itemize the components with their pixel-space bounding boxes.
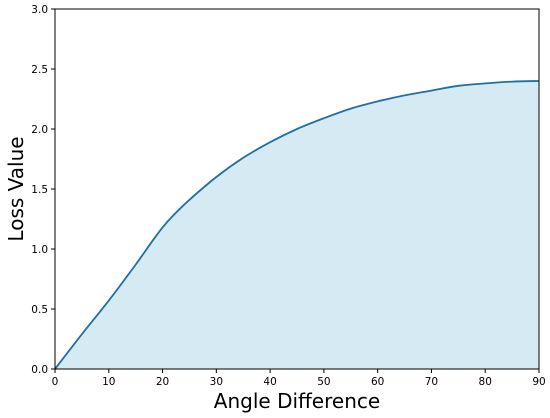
y-tick-label: 2.0 <box>31 124 48 136</box>
x-tick-label: 40 <box>263 376 276 388</box>
y-axis: 0.0 0.5 1.0 1.5 2.0 2.5 3.0 <box>31 4 55 376</box>
y-tick-label: 3.0 <box>31 4 48 16</box>
x-tick-label: 60 <box>371 376 384 388</box>
x-tick-label: 0 <box>52 376 59 388</box>
x-axis: 0 10 20 30 40 50 60 70 80 90 <box>52 369 546 388</box>
y-tick-label: 2.5 <box>31 64 48 76</box>
x-tick-label: 30 <box>210 376 223 388</box>
plot-area <box>54 80 540 370</box>
y-axis-label: Loss Value <box>4 136 28 241</box>
x-axis-label: Angle Difference <box>214 389 380 413</box>
x-tick-label: 20 <box>156 376 169 388</box>
x-tick-label: 80 <box>479 376 492 388</box>
x-tick-label: 50 <box>317 376 330 388</box>
y-tick-label: 1.0 <box>31 244 48 256</box>
y-tick-label: 0.5 <box>31 304 48 316</box>
axes-frame <box>54 8 540 370</box>
series-line <box>54 80 540 370</box>
y-tick-label: 1.5 <box>31 184 48 196</box>
y-tick-label: 0.0 <box>31 364 48 376</box>
x-tick-label: 90 <box>532 376 545 388</box>
x-tick-label: 10 <box>102 376 115 388</box>
series-area-fill <box>55 81 539 369</box>
x-tick-label: 70 <box>425 376 438 388</box>
